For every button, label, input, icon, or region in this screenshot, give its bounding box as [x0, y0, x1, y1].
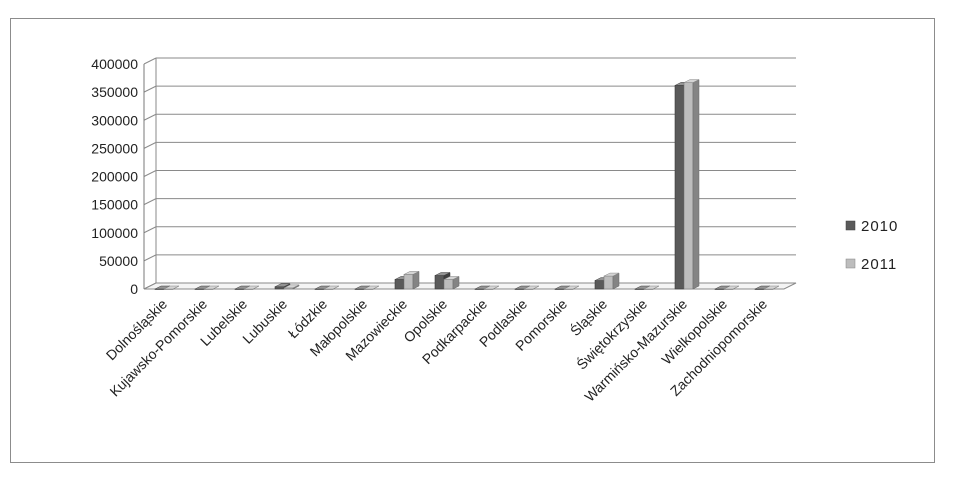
bar-top: [483, 285, 500, 290]
bar-top: [283, 284, 300, 289]
bar: [643, 285, 660, 290]
bar: [723, 285, 740, 290]
bar: [603, 272, 620, 290]
y-tick-label: 150000: [91, 197, 138, 213]
bar-top: [763, 285, 780, 290]
bar-top: [323, 285, 340, 290]
bar-chart: 0 50000 100000 150000 200000 250000 300000 3500…: [91, 56, 898, 405]
y-tick-label: 50000: [99, 253, 138, 269]
bar-top: [723, 285, 740, 290]
gridline-depth: [143, 57, 157, 65]
y-tick-label: 350000: [91, 84, 138, 100]
bar: [363, 285, 380, 290]
bar-top: [563, 285, 580, 290]
legend-label: 2011: [861, 256, 897, 273]
bar-top: [203, 285, 220, 290]
bar-front: [403, 274, 414, 290]
bar-top: [434, 272, 451, 276]
legend-label: 2010: [861, 218, 898, 235]
y-tick-label: 400000: [91, 56, 138, 72]
bar-front: [394, 279, 405, 290]
bar-side: [692, 79, 700, 290]
bar: [163, 285, 180, 290]
legend-swatch: [845, 258, 856, 269]
legend-swatch: [845, 220, 856, 231]
bar: [283, 284, 300, 290]
bar: [683, 79, 700, 290]
bar: [403, 270, 420, 290]
bar-top: [523, 285, 540, 290]
y-tick-label: 250000: [91, 140, 138, 156]
bar-front: [434, 275, 445, 290]
gridline-depth: [143, 198, 157, 206]
x-category-label: Lubuskie: [239, 296, 290, 347]
bar: [483, 285, 500, 290]
bar-top: [603, 272, 620, 277]
bar-front: [443, 279, 454, 290]
bar-front: [603, 275, 614, 290]
bar-front: [683, 82, 694, 290]
bar-front: [674, 85, 685, 290]
y-tick-label: 300000: [91, 112, 138, 128]
bar-top: [363, 285, 380, 290]
bar-top: [403, 271, 420, 275]
gridline-depth: [143, 226, 157, 234]
y-tick-label: 0: [130, 281, 138, 297]
bar-front: [594, 280, 605, 290]
y-axis-tick-labels: 0 50000 100000 150000 200000 250000 300000 3500…: [91, 56, 138, 297]
chart-frame: 0 50000 100000 150000 200000 250000 300000 3500…: [10, 18, 935, 463]
bar-top: [643, 285, 660, 290]
gridline-depth: [143, 141, 157, 149]
bar-top: [443, 276, 460, 280]
bar-top: [274, 283, 291, 287]
bar-top: [243, 285, 260, 290]
y-tick-label: 200000: [91, 169, 138, 185]
gridline-depth: [143, 170, 157, 177]
gridline-depth: [143, 85, 157, 93]
bar: [323, 285, 340, 290]
gridline-depth: [143, 254, 157, 262]
x-axis-category-labels: DolnośląskieKujawsko-PomorskieLubelskieL…: [103, 295, 771, 405]
bars: [154, 79, 780, 290]
bar: [243, 285, 260, 290]
gridline-depth: [143, 113, 157, 121]
bar: [763, 285, 780, 290]
y-tick-label: 100000: [91, 225, 138, 241]
legend: 2010 2011: [845, 218, 898, 273]
bar: [203, 285, 220, 290]
bar: [523, 285, 540, 290]
bar: [563, 285, 580, 290]
bar-top: [163, 285, 180, 290]
bar: [443, 276, 460, 290]
x-category-label: Świętokrzyskie: [573, 295, 651, 373]
bar-top: [683, 79, 700, 83]
bar-front: [274, 286, 285, 290]
